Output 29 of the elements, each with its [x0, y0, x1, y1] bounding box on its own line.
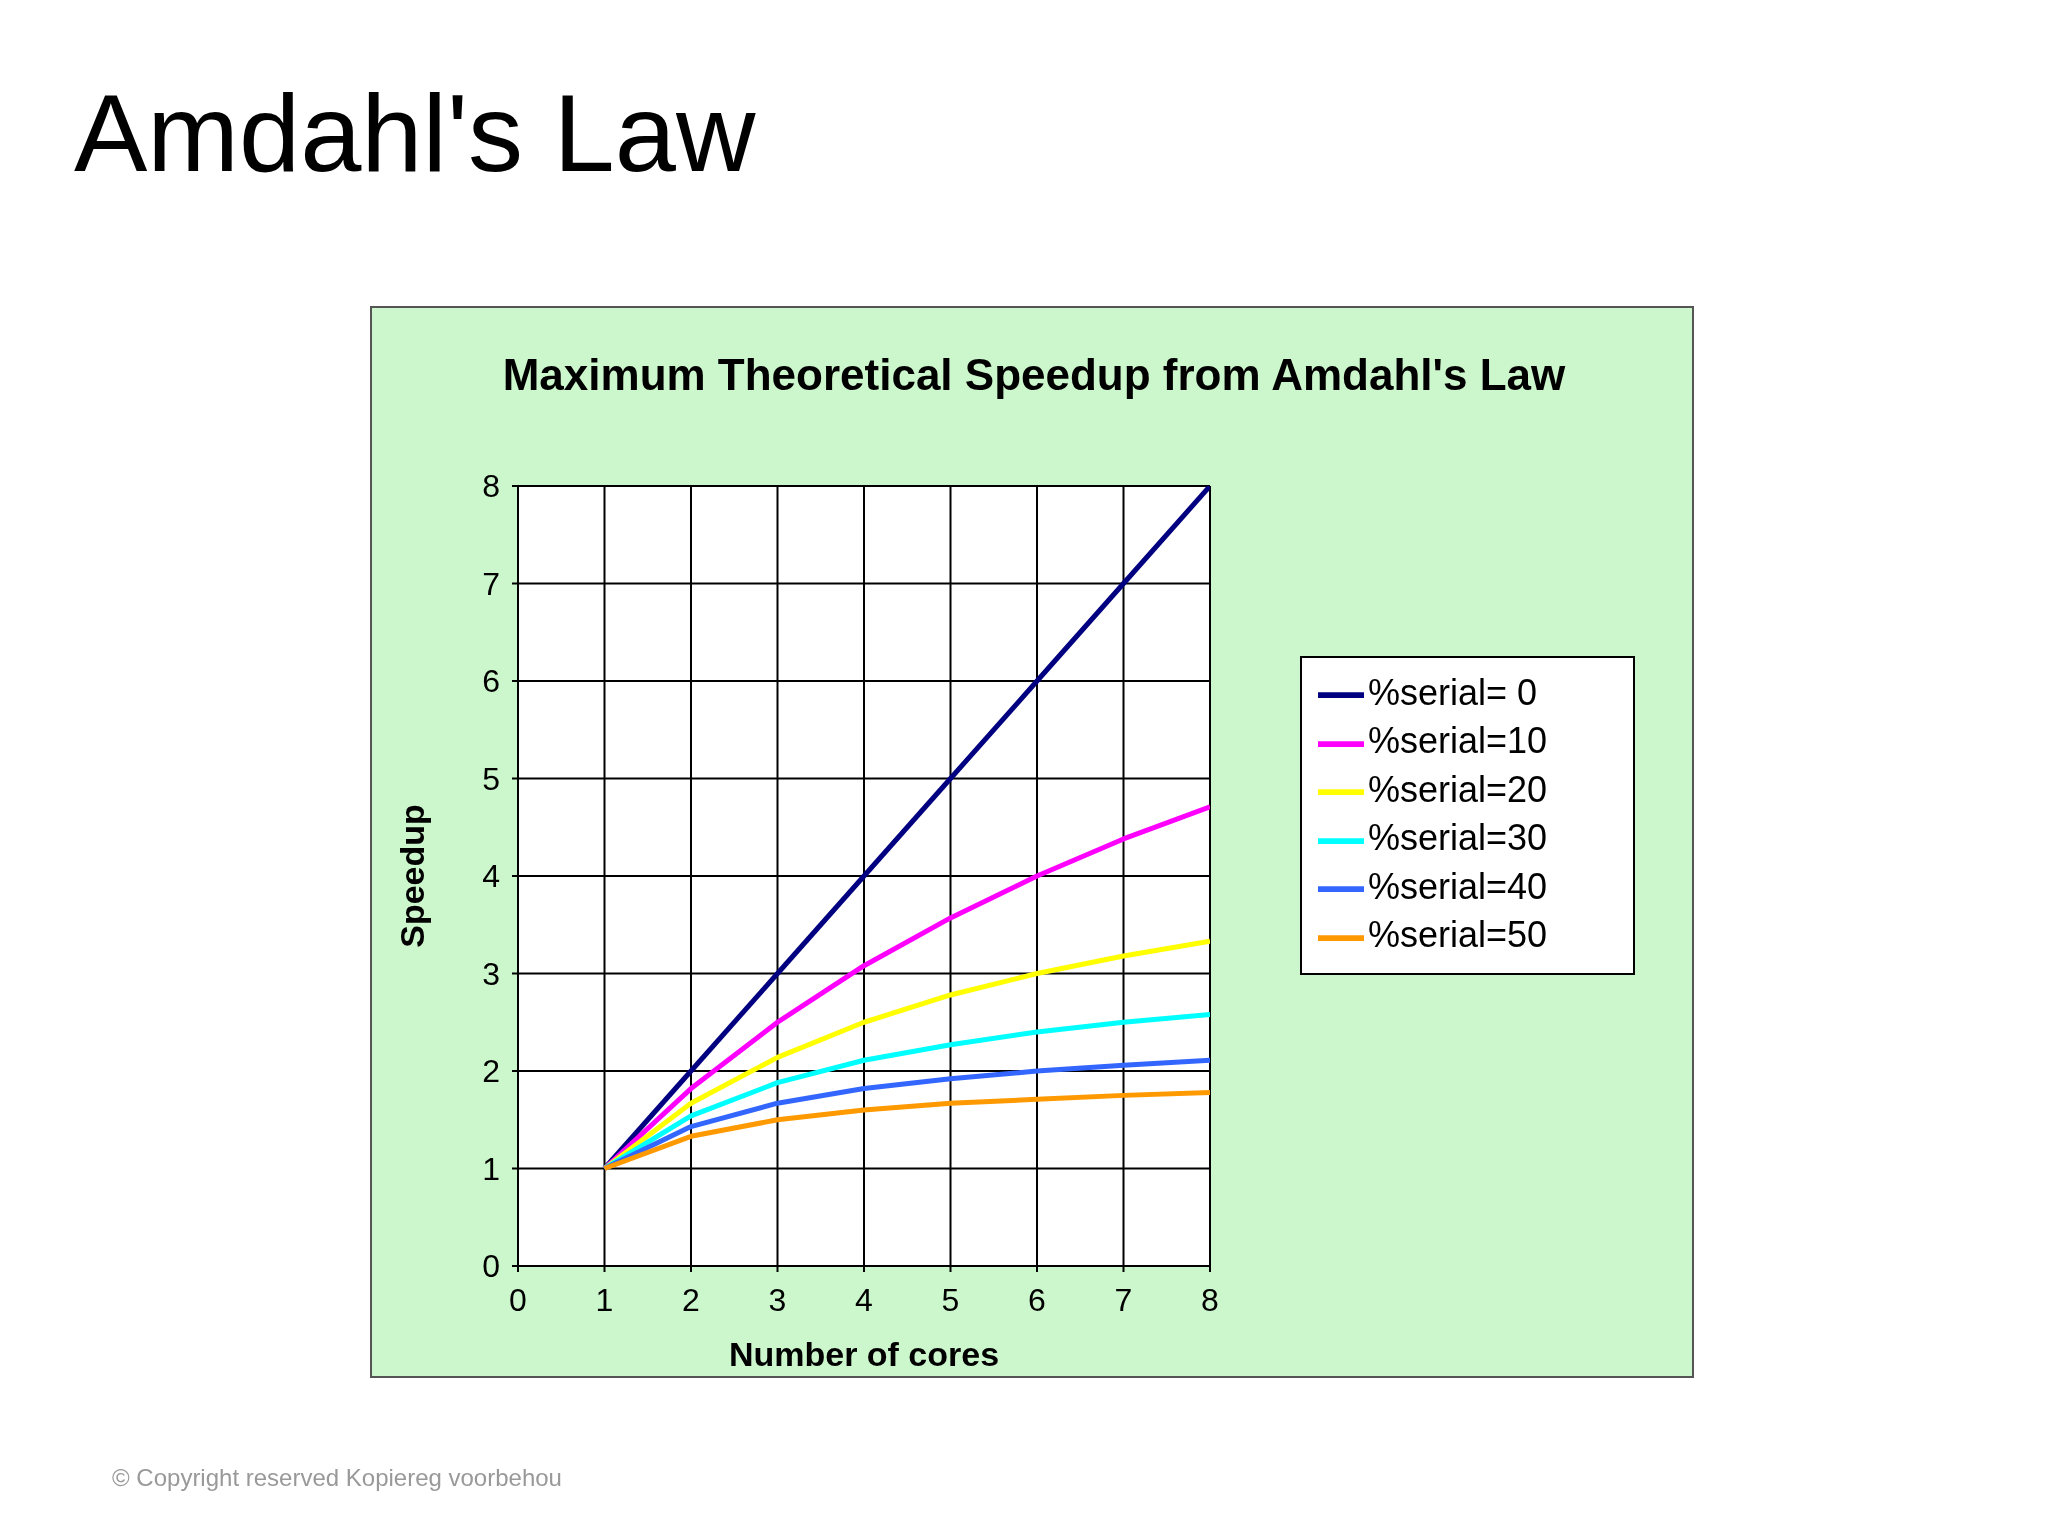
- legend-label: %serial=30: [1368, 817, 1548, 859]
- x-tick-label: 1: [595, 1281, 614, 1318]
- legend-label: %serial=50: [1368, 914, 1548, 956]
- y-tick-label: 4: [482, 858, 500, 895]
- legend-label: %serial=20: [1368, 768, 1548, 810]
- y-tick-label: 5: [482, 760, 500, 797]
- x-tick-label: 6: [1028, 1281, 1046, 1318]
- y-tick-label: 6: [482, 663, 500, 700]
- chart-title: Maximum Theoretical Speedup from Amdahl's Law: [501, 350, 1567, 400]
- text: Amdahl's Law: [74, 71, 756, 194]
- y-tick-label: 3: [482, 955, 500, 992]
- y-tick-label: 2: [482, 1053, 500, 1090]
- x-tick-label: 8: [1201, 1281, 1219, 1318]
- legend-label: %serial= 0: [1368, 672, 1538, 713]
- legend-label: %serial=10: [1368, 720, 1548, 762]
- y-axis-title: Speedup: [393, 804, 432, 948]
- y-tick-label: 0: [482, 1248, 500, 1285]
- legend-label: %serial=40: [1368, 865, 1548, 907]
- x-tick-label: 3: [768, 1281, 787, 1318]
- x-tick-label: 0: [509, 1281, 527, 1318]
- x-tick-label: 2: [682, 1281, 700, 1318]
- y-tick-label: 8: [482, 468, 500, 505]
- x-tick-label: 5: [941, 1281, 960, 1318]
- y-tick-label: 7: [482, 565, 500, 602]
- x-axis-title: Number of cores: [728, 1335, 1000, 1373]
- text: © Copyright reserved Kopiereg voorbehou: [112, 1464, 562, 1492]
- y-tick-label: 1: [482, 1150, 500, 1187]
- x-tick-label: 7: [1114, 1281, 1133, 1318]
- x-tick-label: 4: [855, 1281, 873, 1318]
